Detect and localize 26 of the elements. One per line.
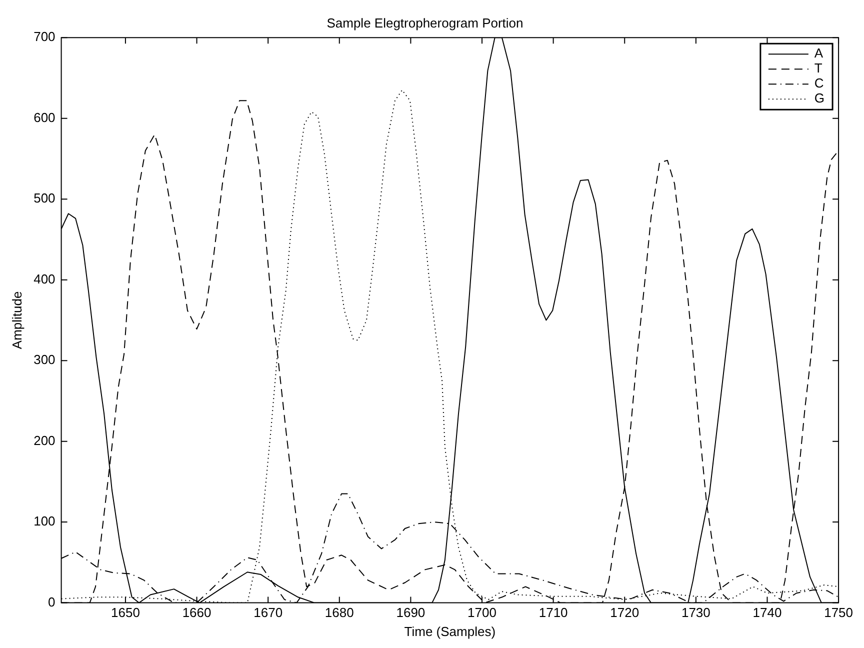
x-axis-title: Time (Samples)	[404, 624, 496, 639]
y-tick-label: 500	[34, 190, 56, 206]
x-tick-label: 1650	[111, 605, 140, 620]
y-tick-label: 600	[34, 110, 56, 125]
legend-label: G	[814, 90, 825, 106]
legend-label: T	[814, 60, 822, 76]
y-tick-label: 100	[34, 514, 56, 529]
x-tick-label: 1740	[752, 605, 782, 620]
chart-title: Sample Elegtropherogram Portion	[326, 15, 524, 30]
legend-label: A	[814, 46, 824, 61]
y-tick-label: 0	[48, 594, 56, 610]
x-tick-label: 1680	[324, 605, 354, 620]
x-tick-label: 1660	[182, 605, 212, 620]
y-tick-label: 700	[34, 29, 56, 44]
y-tick-label: 400	[34, 271, 56, 286]
x-tick-label: 1670	[254, 605, 283, 620]
y-tick-label: 300	[34, 352, 56, 368]
x-tick-label: 1710	[538, 605, 568, 620]
x-tick-label: 1750	[824, 605, 853, 620]
y-axis-title: Amplitude	[9, 291, 24, 350]
x-tick-label: 1720	[610, 605, 640, 620]
x-tick-label: 1690	[396, 605, 426, 620]
y-tick-label: 200	[34, 432, 56, 448]
x-tick-label: 1730	[681, 605, 710, 620]
x-tick-label: 1700	[468, 605, 496, 620]
legend-label: C	[814, 76, 824, 91]
